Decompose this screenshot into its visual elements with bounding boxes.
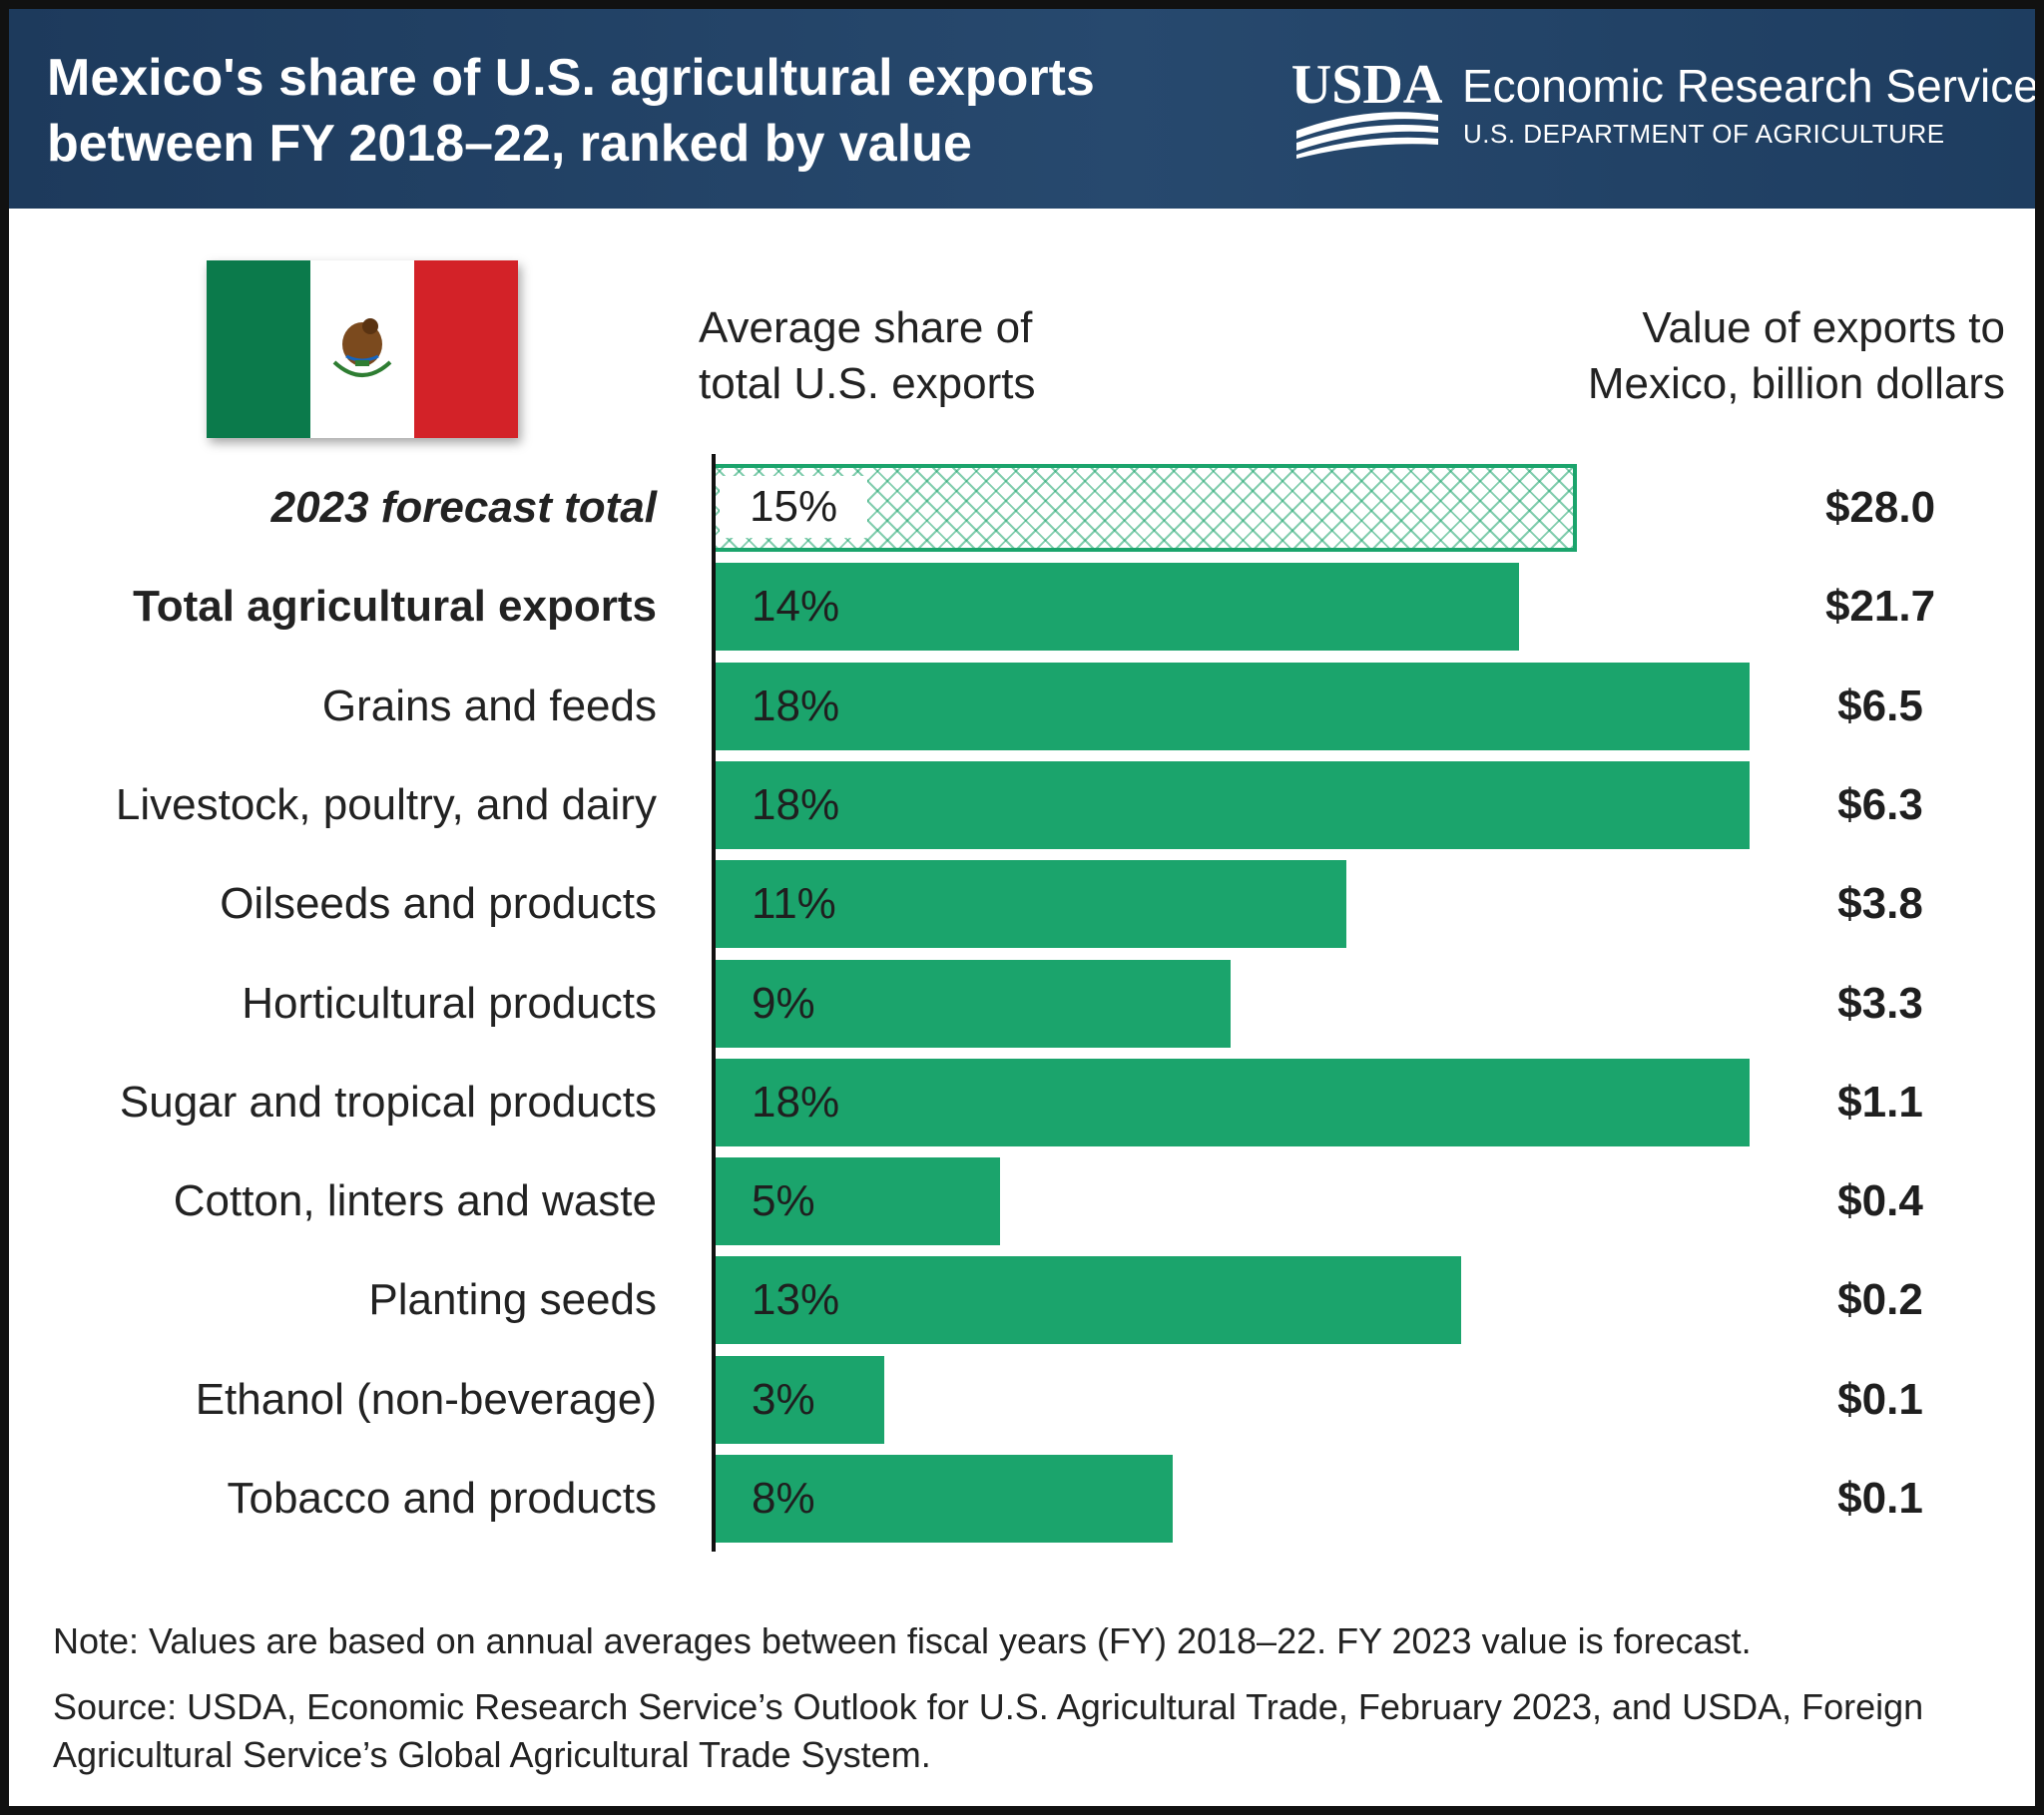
export-value-label: $1.1 (1837, 1077, 1923, 1127)
share-data-label: 18% (752, 681, 840, 730)
share-bar (712, 1355, 885, 1444)
org-department: U.S. DEPARTMENT OF AGRICULTURE (1463, 119, 1945, 149)
export-value-label: $21.7 (1824, 582, 1936, 632)
export-value-label: $6.5 (1837, 681, 1923, 730)
export-value-label: $0.1 (1837, 1474, 1923, 1523)
chart-row: Grains and feeds 18% $6.5 (9, 659, 2035, 754)
export-value-label: $0.4 (1837, 1176, 1923, 1226)
share-bar (712, 662, 1750, 750)
export-value-label: $0.2 (1837, 1275, 1923, 1325)
chart-row: Sugar and tropical products 18% $1.1 (9, 1055, 2035, 1150)
category-label: Oilseeds and products (220, 879, 657, 929)
chart-source: Source: USDA, Economic Research Service’… (53, 1686, 1924, 1775)
share-bar (712, 1058, 1750, 1146)
mexico-flag-icon (207, 260, 518, 438)
share-data-label: 11% (752, 879, 836, 929)
category-label: Sugar and tropical products (119, 1077, 657, 1127)
export-value-label: $3.8 (1837, 879, 1923, 929)
chart-row: Tobacco and products 8% $0.1 (9, 1451, 2035, 1547)
chart-note: Note: Values are based on annual average… (53, 1620, 1752, 1661)
chart-row: 2023 forecast total 15% $28.0 (9, 460, 2035, 556)
share-column-header: Average share of total U.S. exports (699, 303, 1036, 408)
chart-row: Cotton, linters and waste 5% $0.4 (9, 1153, 2035, 1249)
share-data-label: 18% (752, 779, 840, 829)
category-label: Planting seeds (368, 1275, 657, 1325)
page-title: Mexico's share of U.S. agricultural expo… (47, 49, 1095, 173)
share-bar (712, 563, 1519, 652)
chart-row: Total agricultural exports 14% $21.7 (9, 559, 2035, 655)
export-value-label: $28.0 (1824, 483, 1936, 532)
share-bar (712, 760, 1750, 849)
chart-row: Livestock, poultry, and dairy 18% $6.3 (9, 757, 2035, 853)
share-data-label: 8% (752, 1474, 815, 1523)
category-label: Livestock, poultry, and dairy (115, 779, 657, 829)
share-data-label: 14% (752, 582, 840, 632)
export-value-label: $3.3 (1837, 978, 1923, 1028)
share-data-label: 3% (752, 1374, 815, 1424)
chart-row: Oilseeds and products 11% $3.8 (9, 856, 2035, 952)
category-label: Ethanol (non-beverage) (195, 1374, 657, 1424)
chart-row: Planting seeds 13% $0.2 (9, 1252, 2035, 1348)
share-bar (712, 1157, 1000, 1246)
category-label: Horticultural products (242, 978, 657, 1028)
export-value-label: $0.1 (1837, 1374, 1923, 1424)
category-label: Total agricultural exports (133, 582, 657, 632)
export-value-label: $6.3 (1837, 779, 1923, 829)
share-data-label: 18% (752, 1077, 840, 1127)
usda-logo-text: USDA (1292, 55, 1442, 116)
share-bar (712, 959, 1231, 1048)
share-data-label: 13% (752, 1275, 840, 1325)
category-label: Tobacco and products (227, 1474, 657, 1523)
share-data-label: 15% (720, 476, 868, 538)
category-label: Grains and feeds (321, 681, 657, 730)
share-bar (712, 860, 1346, 949)
coat-of-arms-icon (332, 318, 392, 377)
header-banner: Mexico's share of U.S. agricultural expo… (9, 9, 2035, 209)
share-data-label: 9% (752, 978, 815, 1028)
share-data-label: 5% (752, 1176, 815, 1226)
category-label: Cotton, linters and waste (173, 1176, 657, 1226)
share-bar (712, 1256, 1462, 1345)
chart-row: Ethanol (non-beverage) 3% $0.1 (9, 1352, 2035, 1448)
value-column-header: Value of exports to Mexico, billion doll… (1587, 303, 2005, 408)
chart-row: Horticultural products 9% $3.3 (9, 956, 2035, 1052)
org-name: Economic Research Service (1462, 60, 2039, 112)
category-label: 2023 forecast total (270, 483, 657, 532)
share-bar (712, 1455, 1174, 1543)
usda-logo: USDA (1292, 55, 1442, 159)
baseline-axis (712, 454, 716, 1552)
